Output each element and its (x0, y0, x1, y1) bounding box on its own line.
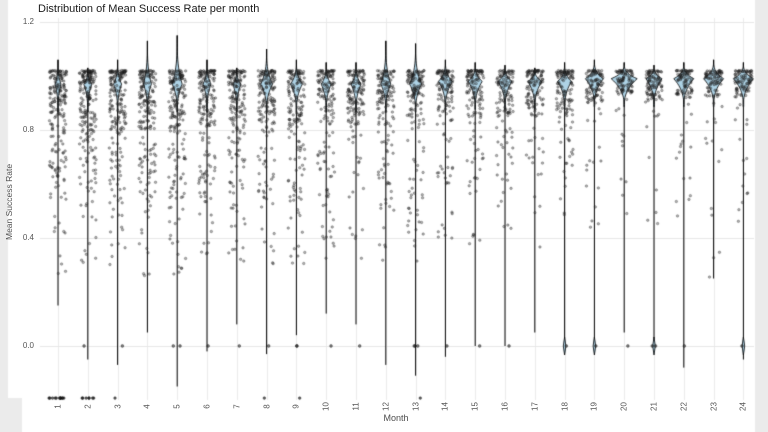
x-tick-label: 18 (560, 402, 570, 411)
chart-title: Distribution of Mean Success Rate per mo… (38, 3, 260, 15)
x-tick-label: 13 (411, 402, 421, 411)
x-tick-label: 15 (470, 402, 480, 411)
x-tick-label: 4 (142, 404, 152, 409)
x-tick-label: 21 (649, 402, 659, 411)
y-tick-label: 0.4 (22, 233, 34, 242)
x-tick-label: 20 (619, 402, 629, 411)
x-tick-label: 8 (262, 404, 272, 409)
y-tick-label: 0.8 (22, 125, 34, 134)
x-tick-label: 23 (709, 402, 719, 411)
x-tick-label: 11 (351, 402, 361, 411)
x-tick-label: 24 (738, 402, 748, 411)
x-tick-label: 22 (679, 402, 689, 411)
x-axis-title: Month (383, 413, 409, 423)
x-tick-label: 2 (83, 404, 93, 409)
y-tick-label: 1.2 (22, 17, 34, 26)
x-tick-label: 16 (500, 402, 510, 411)
x-tick-label: 19 (589, 402, 599, 411)
x-tick-label: 14 (440, 402, 450, 411)
y-axis-title: Mean Success Rate (4, 163, 14, 240)
x-tick-label: 17 (530, 402, 540, 411)
x-tick-label: 5 (172, 404, 182, 409)
x-tick-label: 10 (321, 402, 331, 411)
x-tick-label: 7 (232, 404, 242, 409)
x-tick-label: 6 (202, 404, 212, 409)
y-tick-label: 0.0 (22, 341, 34, 350)
x-tick-label: 1 (53, 404, 63, 409)
x-tick-label: 9 (291, 404, 301, 409)
x-tick-label: 12 (381, 402, 391, 411)
x-tick-label: 3 (113, 404, 123, 409)
